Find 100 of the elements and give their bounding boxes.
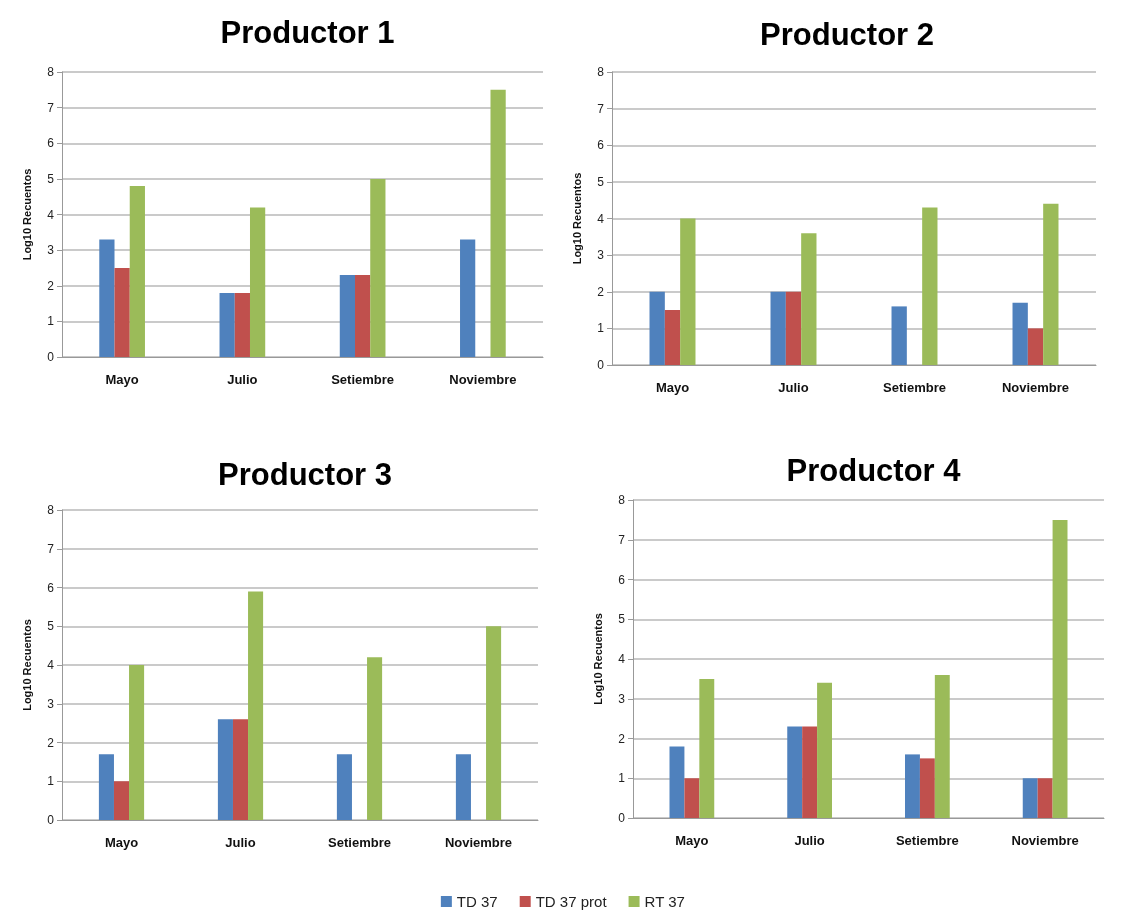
bar [217, 719, 233, 820]
bar [248, 591, 264, 820]
bar [249, 207, 266, 357]
x-tick-label: Julio [227, 372, 258, 387]
bar [219, 292, 235, 357]
bar [1012, 302, 1028, 365]
bar [486, 626, 502, 820]
bar [129, 186, 145, 357]
y-tick-label: 6 [597, 138, 605, 153]
bar [787, 726, 803, 818]
y-tick-label: 1 [47, 774, 55, 789]
y-tick-label: 6 [618, 572, 626, 587]
chart-title: Productor 2 [760, 17, 934, 52]
bar [699, 678, 715, 818]
y-tick-label: 5 [47, 171, 55, 186]
bar [1043, 203, 1059, 365]
y-axis-title: Log10 Recuentos [20, 168, 33, 261]
y-tick-label: 5 [597, 174, 605, 189]
bar [1022, 778, 1038, 818]
y-tick-label: 6 [47, 136, 55, 151]
chart-title: Productor 1 [220, 15, 395, 50]
bar [339, 275, 356, 357]
bar [934, 674, 950, 818]
y-tick-label: 4 [47, 207, 55, 222]
bar [680, 218, 696, 365]
y-tick-label: 4 [618, 652, 626, 666]
y-tick-label: 2 [47, 735, 55, 750]
bar [922, 207, 938, 365]
y-tick-label: 3 [47, 243, 55, 258]
y-tick-label: 7 [47, 100, 55, 115]
y-tick-label: 6 [47, 580, 55, 595]
y-tick-label: 5 [618, 612, 626, 627]
bar [99, 239, 115, 357]
x-tick-label: Mayo [104, 835, 139, 850]
bar [1027, 328, 1044, 365]
y-tick-label: 3 [618, 691, 626, 706]
bar [785, 291, 802, 365]
bar [649, 291, 665, 365]
x-tick-label: Noviembre [444, 835, 513, 850]
bar [905, 754, 920, 818]
y-axis-title: Log10 Recuentos [570, 172, 583, 265]
chart-title: Productor 4 [786, 453, 962, 488]
bar [490, 89, 506, 357]
y-tick-label: 7 [618, 532, 626, 547]
bar [460, 239, 476, 357]
y-tick-label: 1 [597, 321, 605, 336]
y-tick-label: 1 [47, 314, 55, 329]
y-tick-label: 3 [47, 696, 55, 711]
y-axis-title: Log10 Recuentos [20, 619, 33, 711]
bar [817, 682, 832, 818]
y-tick-label: 8 [47, 65, 55, 79]
y-tick-label: 2 [618, 731, 626, 746]
bar [367, 657, 383, 820]
x-tick-label: Noviembre [1011, 833, 1079, 848]
y-tick-label: 8 [47, 503, 55, 517]
x-tick-label: Setiembre [328, 835, 391, 850]
y-tick-label: 8 [618, 493, 626, 507]
y-tick-label: 2 [47, 278, 55, 293]
y-tick-label: 0 [597, 358, 605, 372]
bar [1037, 778, 1053, 818]
bar [1052, 519, 1068, 818]
bar [234, 292, 250, 357]
chart-title: Productor 3 [218, 457, 392, 492]
x-tick-label: Noviembre [1001, 380, 1070, 395]
y-tick-label: 4 [597, 211, 605, 226]
y-tick-label: 2 [597, 284, 605, 299]
bar [455, 754, 471, 820]
x-tick-label: Julio [794, 833, 825, 848]
y-tick-label: 3 [597, 248, 605, 263]
y-tick-label: 7 [47, 541, 55, 556]
bar [113, 781, 130, 820]
x-tick-label: Mayo [105, 372, 139, 387]
bar [336, 754, 352, 820]
y-tick-label: 5 [47, 619, 55, 634]
bar [919, 758, 935, 818]
bar [114, 267, 130, 357]
bar [370, 178, 386, 357]
y-tick-label: 0 [618, 811, 626, 825]
y-tick-label: 1 [618, 771, 626, 786]
y-tick-label: 0 [47, 350, 55, 364]
x-tick-label: Mayo [655, 380, 690, 395]
bar [232, 719, 249, 820]
legend-label: TD 37 [456, 893, 498, 910]
x-tick-label: Setiembre [331, 372, 395, 387]
bar [129, 665, 145, 820]
legend-label: RT 37 [644, 893, 685, 910]
bar [669, 746, 685, 818]
bar [891, 306, 907, 365]
bar [684, 778, 700, 818]
y-tick-label: 0 [47, 813, 55, 827]
y-axis-title: Log10 Recuentos [591, 613, 604, 705]
x-tick-label: Setiembre [883, 380, 946, 395]
x-tick-label: Mayo [675, 833, 709, 848]
bar [664, 310, 681, 365]
bar [770, 291, 786, 365]
y-tick-label: 4 [47, 658, 55, 672]
bar [355, 275, 371, 357]
y-tick-label: 8 [597, 65, 605, 79]
x-tick-label: Julio [225, 835, 256, 850]
x-tick-label: Setiembre [895, 833, 959, 848]
